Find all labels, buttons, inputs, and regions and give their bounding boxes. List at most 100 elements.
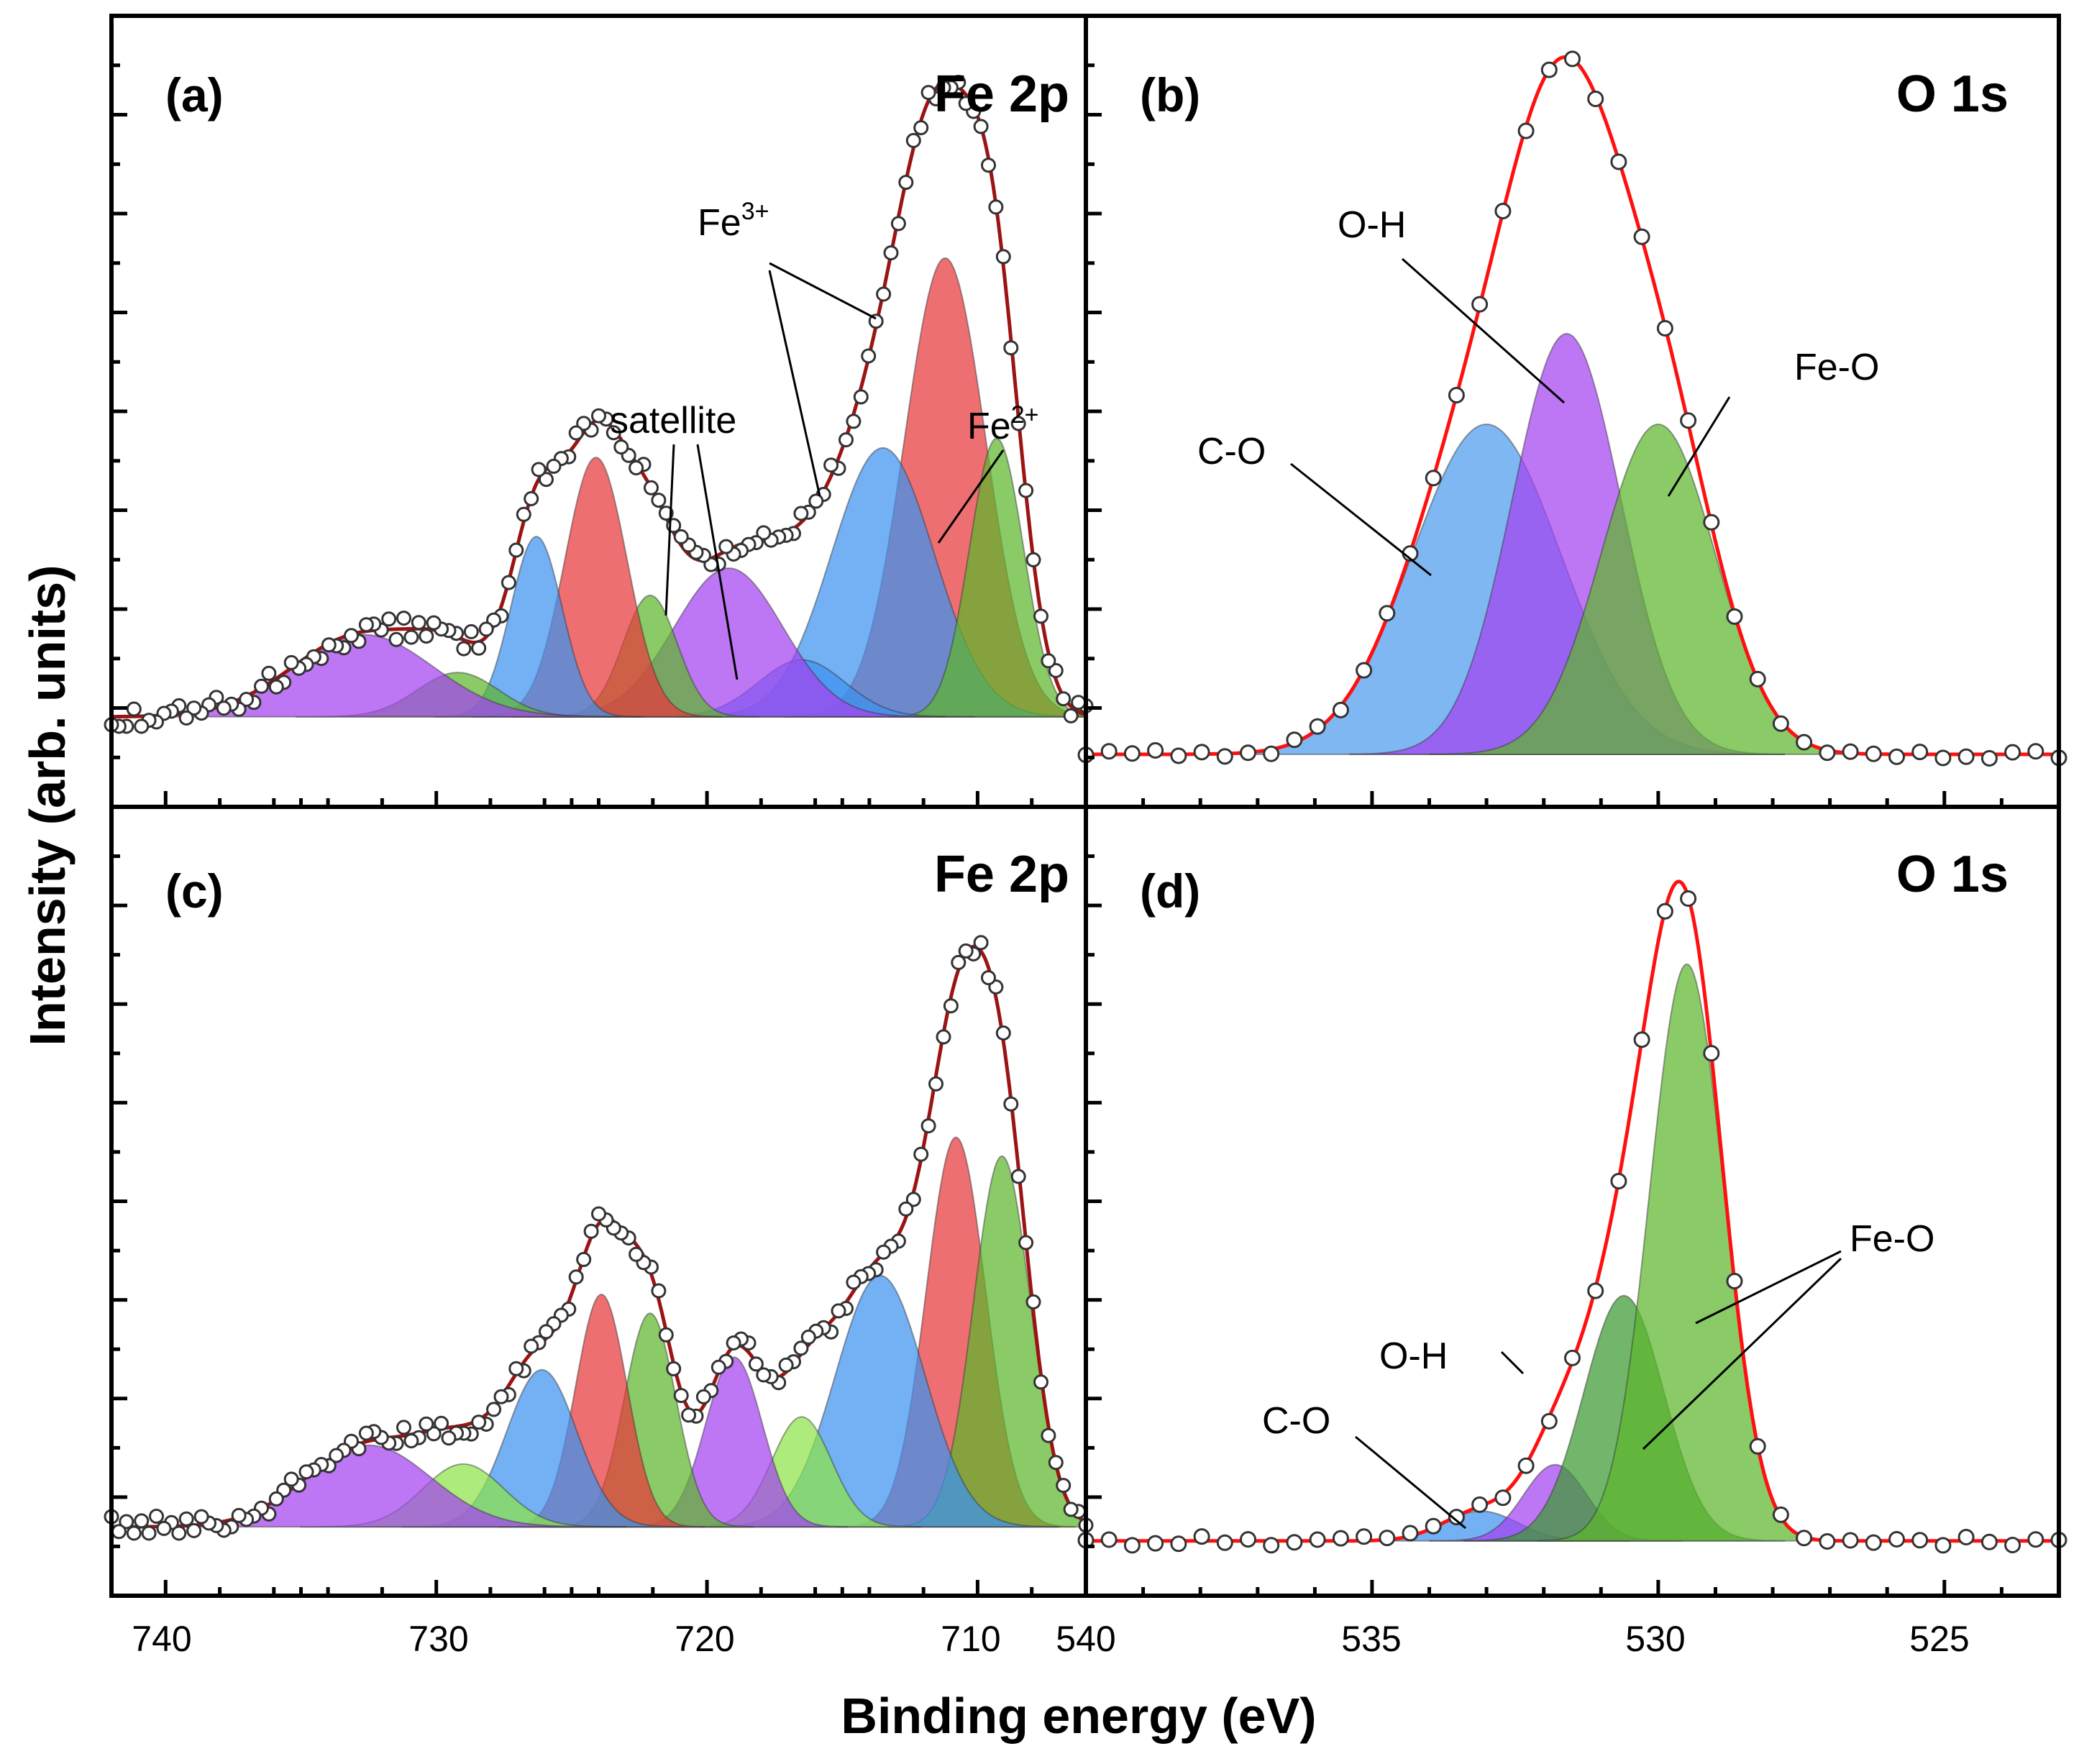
data-point <box>920 85 936 101</box>
data-point <box>1240 744 1256 762</box>
data-point <box>629 1246 644 1262</box>
data-point <box>1587 91 1604 107</box>
data-point <box>651 493 667 508</box>
data-point <box>1819 1533 1836 1550</box>
panel-c-title: Fe 2p <box>934 846 1069 903</box>
data-point <box>613 439 629 455</box>
data-point <box>1402 1525 1419 1542</box>
data-point <box>524 1338 539 1354</box>
data-point <box>958 943 974 959</box>
data-point <box>283 1471 299 1487</box>
data-point <box>1633 1031 1650 1048</box>
data-point <box>1957 1529 1975 1545</box>
data-point <box>1749 670 1766 687</box>
data-point <box>876 1244 892 1260</box>
data-point <box>1517 122 1535 140</box>
data-point <box>756 1367 772 1383</box>
data-point <box>2027 743 2044 760</box>
data-point <box>1003 340 1019 356</box>
data-point <box>1726 1273 1743 1289</box>
data-point <box>606 425 621 441</box>
data-point <box>1100 743 1118 760</box>
label-d-co: C-O <box>1262 1400 1330 1442</box>
data-point <box>1056 691 1072 707</box>
data-point <box>1216 1534 1233 1551</box>
data-point <box>1796 734 1813 751</box>
data-point <box>283 654 299 670</box>
data-point <box>591 408 606 424</box>
panel-d-plot <box>1077 879 2067 1554</box>
data-point <box>1100 1531 1118 1548</box>
data-point <box>1379 1530 1396 1547</box>
data-point <box>501 575 516 590</box>
data-point <box>718 539 734 554</box>
data-point <box>2027 1531 2044 1548</box>
data-point <box>388 631 404 647</box>
data-point <box>1309 718 1326 735</box>
data-point <box>1471 1496 1489 1513</box>
data-point <box>800 1329 816 1345</box>
data-point <box>1888 1531 1905 1548</box>
data-point <box>508 542 524 558</box>
data-point <box>1286 1534 1303 1551</box>
data-point <box>396 1420 411 1435</box>
data-point <box>516 506 531 522</box>
x-tick-label: 540 <box>1056 1619 1115 1659</box>
data-point <box>920 1118 936 1134</box>
data-point <box>936 80 951 96</box>
label-b-co: C-O <box>1197 431 1266 472</box>
data-point <box>126 701 142 717</box>
data-point <box>434 1415 449 1431</box>
data-point <box>254 678 269 694</box>
data-point <box>839 432 854 448</box>
data-point <box>793 506 809 521</box>
data-point <box>426 1426 442 1442</box>
data-point <box>1193 744 1210 761</box>
data-point <box>913 120 929 136</box>
data-point <box>1018 1235 1034 1251</box>
data-point <box>1286 731 1303 749</box>
label-b-feo: Fe-O <box>1794 347 1879 388</box>
data-point <box>1819 744 1836 762</box>
data-point <box>1018 483 1034 498</box>
data-point <box>1772 1506 1789 1523</box>
data-point <box>1025 552 1041 567</box>
data-point <box>193 1509 209 1525</box>
data-point <box>748 1356 764 1372</box>
data-point <box>1041 653 1056 669</box>
data-point <box>126 1525 142 1541</box>
data-point <box>456 641 472 657</box>
data-point <box>239 692 255 707</box>
data-point <box>793 1340 809 1356</box>
label-d-feo: Fe-O <box>1850 1218 1934 1260</box>
data-point <box>463 623 479 639</box>
data-point <box>178 710 194 726</box>
axes-frame <box>109 14 2061 1598</box>
data-point <box>568 1269 584 1285</box>
x-tick-label: 710 <box>941 1619 1000 1659</box>
data-point <box>268 1491 284 1507</box>
data-point <box>591 1206 606 1222</box>
component-peak-fe2-2p3-2 <box>888 437 1087 718</box>
data-point <box>1633 228 1650 245</box>
data-point <box>403 629 419 645</box>
data-point <box>890 216 906 232</box>
data-point <box>531 462 547 477</box>
data-point <box>1332 701 1349 718</box>
data-point <box>186 700 202 716</box>
data-point <box>1123 745 1141 762</box>
data-point <box>1980 750 1998 767</box>
data-point <box>1842 743 1859 760</box>
data-point <box>583 1223 599 1239</box>
data-point <box>1471 296 1489 313</box>
data-point <box>1911 744 1929 761</box>
data-point <box>524 491 539 506</box>
data-point <box>995 249 1011 265</box>
data-point <box>1425 470 1442 487</box>
data-point <box>673 529 689 544</box>
data-point <box>1379 605 1396 622</box>
data-point <box>1147 742 1164 759</box>
data-point <box>1772 715 1789 732</box>
